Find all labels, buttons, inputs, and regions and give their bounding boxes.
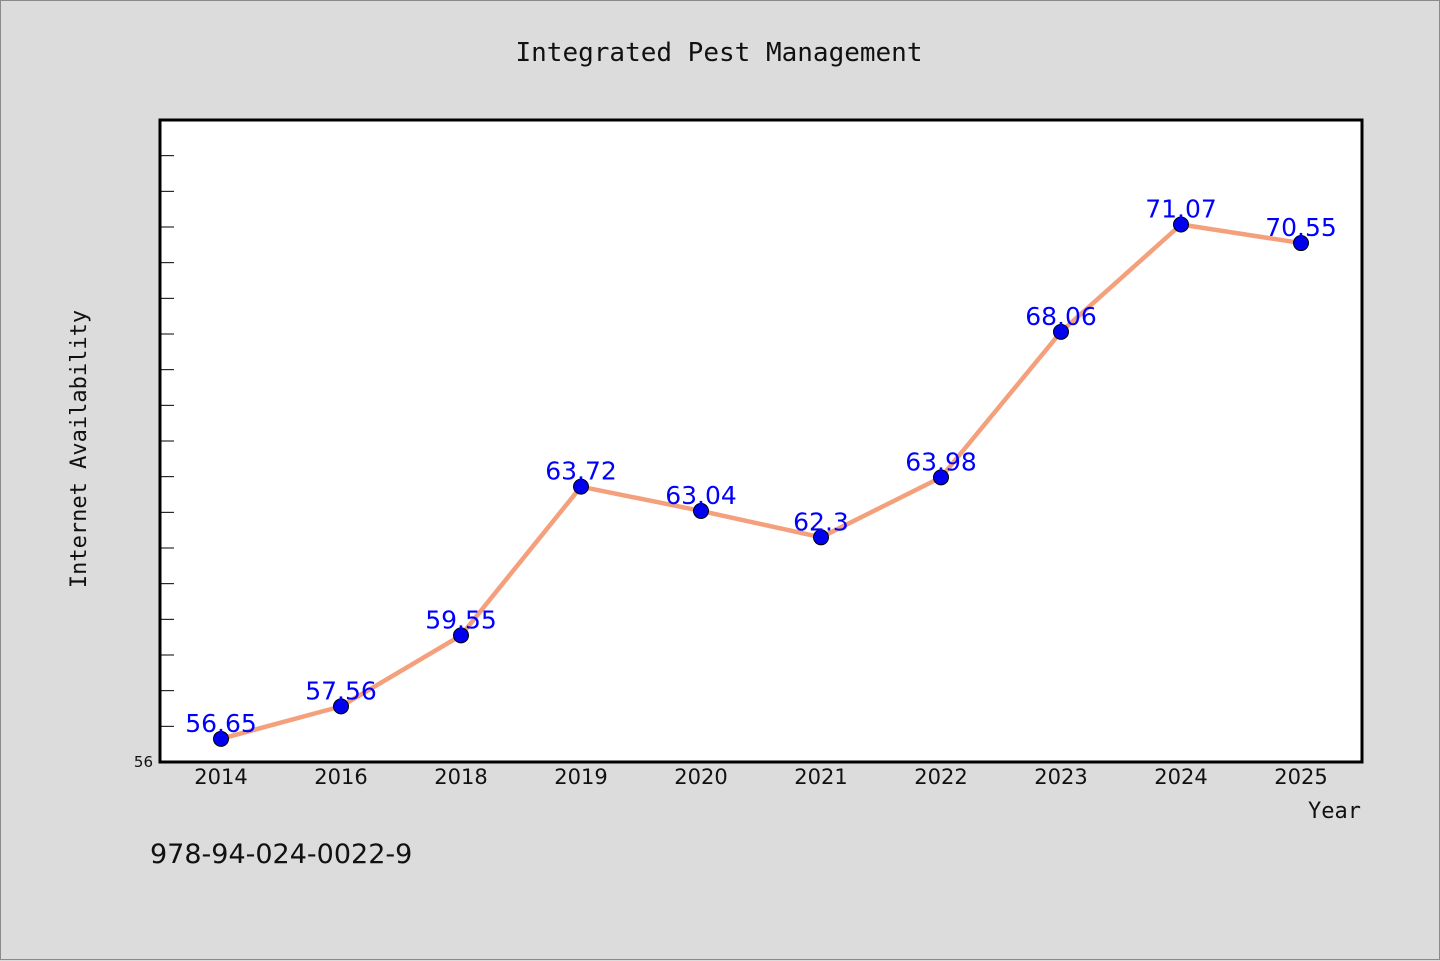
data-label: 56.65: [185, 709, 257, 738]
y-tick-label: 56: [134, 753, 153, 771]
x-tick-label: 2025: [1274, 765, 1327, 789]
x-tick-label: 2014: [194, 765, 247, 789]
data-label: 71.07: [1145, 195, 1217, 224]
chart-title: Integrated Pest Management: [516, 38, 923, 68]
data-label: 63.98: [905, 447, 977, 476]
data-point: [1173, 216, 1189, 233]
data-point: [933, 469, 949, 486]
x-tick-label: 2021: [794, 765, 847, 789]
data-label: 57.56: [305, 676, 377, 705]
footnote-isbn: 978-94-024-0022-9: [150, 839, 412, 870]
plot-area: [158, 118, 1364, 764]
y-axis-title: Internet Availability: [67, 310, 92, 588]
data-label: 70.55: [1265, 213, 1337, 242]
x-axis-title: Year: [1308, 799, 1361, 824]
x-tick-label: 2023: [1034, 765, 1087, 789]
x-tick-label: 2020: [674, 765, 727, 789]
data-label: 62.3: [793, 507, 849, 536]
data-point: [1293, 235, 1309, 252]
series-line: [220, 222, 1302, 741]
data-point: [213, 730, 229, 747]
x-tick-label: 2019: [554, 765, 607, 789]
y-axis-ticks: [159, 155, 174, 727]
data-point: [453, 627, 469, 644]
x-tick-label: 2022: [914, 765, 967, 789]
x-axis-ticks: 2014 2016 2018 2019 2020 2021 2022 2023 2024 2025: [194, 765, 1327, 789]
data-label: 63.04: [665, 481, 737, 510]
data-label: 59.55: [425, 605, 497, 634]
x-tick-label: 2016: [314, 765, 367, 789]
data-point: [333, 698, 349, 715]
data-point: [813, 529, 829, 546]
series-layer: [213, 216, 1309, 747]
data-label: 63.72: [545, 457, 617, 486]
data-point: [1053, 323, 1069, 340]
data-labels: 56.65 57.56 59.55 63.72 63.04 62.3 63.98 68.06 7…: [185, 195, 1337, 738]
data-point: [693, 502, 709, 519]
data-point: [573, 478, 589, 495]
data-label: 68.06: [1025, 302, 1097, 331]
x-tick-label: 2024: [1154, 765, 1207, 789]
x-tick-label: 2018: [434, 765, 487, 789]
